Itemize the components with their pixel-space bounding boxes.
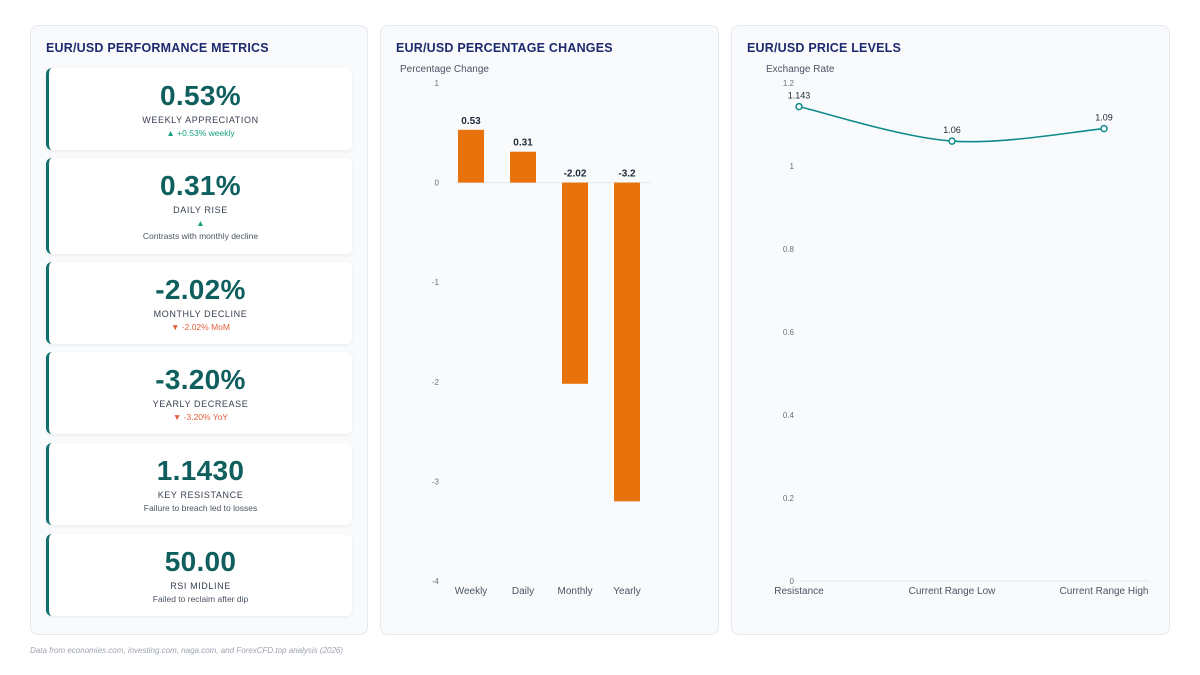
metric-card-monthly: -2.02% MONTHLY DECLINE ▼ -2.02% MoM xyxy=(46,262,352,344)
metric-trend: ▼ -2.02% MoM xyxy=(171,322,230,332)
line-category-label: Current Range Low xyxy=(909,586,996,597)
line-chart: Exchange Rate 1.2 1 0.8 0.6 0.4 0.2 0 1.143 Resi… xyxy=(766,64,1150,597)
bar-weekly xyxy=(458,129,484,183)
bar-chart-ylabel: Percentage Change xyxy=(400,64,489,75)
bar-monthly xyxy=(562,182,588,384)
bar-value-label: 0.53 xyxy=(461,116,481,127)
metric-label: RSI MIDLINE xyxy=(170,581,231,591)
bar-value-label: -2.02 xyxy=(564,169,587,180)
metric-card-daily: 0.31% DAILY RISE ▲ Contrasts with monthl… xyxy=(46,158,352,254)
metric-value: 0.31% xyxy=(160,170,241,201)
metric-card-resistance: 1.1430 KEY RESISTANCE Failure to breach … xyxy=(46,443,352,525)
line-ytick-label: 0.8 xyxy=(783,245,795,254)
metric-card-yearly: -3.20% YEARLY DECREASE ▼ -3.20% YoY xyxy=(46,352,352,434)
bar-category-label: Monthly xyxy=(557,586,592,597)
metric-note: Failure to breach led to losses xyxy=(143,503,258,513)
bar-category-label: Yearly xyxy=(613,586,640,597)
line-category-label: Resistance xyxy=(774,586,824,597)
metric-value: -2.02% xyxy=(155,274,246,305)
source-footnote: Data from economies.com, investing.com, … xyxy=(30,646,344,655)
line-ytick-label: 0.2 xyxy=(783,494,795,503)
line-category-label: Current Range High xyxy=(1060,586,1149,597)
metric-label: KEY RESISTANCE xyxy=(157,490,244,500)
bar-ytick-label: -3 xyxy=(432,477,440,486)
bar-chart-title: EUR/USD PERCENTAGE CHANGES xyxy=(396,41,613,55)
metric-note: Failed to reclaim after dip xyxy=(152,594,249,604)
metric-card-weekly: 0.53% WEEKLY APPRECIATION ▲ +0.53% weekl… xyxy=(46,68,352,150)
bar-chart: Percentage Change 1 0 -1 -2 -3 -4 0.53 Weekly 0.… xyxy=(400,64,651,597)
metrics-panel: EUR/USD PERFORMANCE METRICS 0.53% WEEKLY… xyxy=(30,25,368,635)
bar-category-label: Weekly xyxy=(455,586,488,597)
metric-label: DAILY RISE xyxy=(173,205,228,215)
line-point xyxy=(795,102,803,111)
line-ytick-label: 0.6 xyxy=(783,328,795,337)
percentage-changes-panel: EUR/USD PERCENTAGE CHANGES Percentage Ch… xyxy=(380,25,719,635)
line-chart-title: EUR/USD PRICE LEVELS xyxy=(747,41,902,55)
bar-ytick-label: 0 xyxy=(435,179,440,188)
metric-note: Contrasts with monthly decline xyxy=(142,231,259,241)
metrics-panel-title: EUR/USD PERFORMANCE METRICS xyxy=(46,41,269,55)
metric-value: 50.00 xyxy=(164,546,237,577)
bar-category-label: Daily xyxy=(512,586,534,597)
metric-card-rsi: 50.00 RSI MIDLINE Failed to reclaim afte… xyxy=(46,534,352,616)
bar-value-label: 0.31 xyxy=(513,138,533,149)
line-ytick-label: 1 xyxy=(790,162,795,171)
metric-value: -3.20% xyxy=(155,364,246,395)
metric-trend: ▲ xyxy=(196,218,205,228)
bar-daily xyxy=(510,151,536,183)
metric-label: WEEKLY APPRECIATION xyxy=(142,115,259,125)
price-levels-panel: EUR/USD PRICE LEVELS Exchange Rate 1.2 1 0… xyxy=(731,25,1170,635)
bar-ytick-label: 1 xyxy=(435,79,440,88)
line-value-label: 1.09 xyxy=(1095,113,1113,123)
bar-ytick-label: -4 xyxy=(432,577,440,586)
metric-value: 0.53% xyxy=(160,80,241,111)
line-chart-ylabel: Exchange Rate xyxy=(766,64,835,75)
metric-label: MONTHLY DECLINE xyxy=(153,309,248,319)
metric-trend: ▲ +0.53% weekly xyxy=(166,128,235,138)
metric-label: YEARLY DECREASE xyxy=(152,399,249,409)
line-ytick-label: 0 xyxy=(790,577,795,586)
line-value-label: 1.06 xyxy=(943,125,961,135)
line-point xyxy=(1100,124,1108,133)
metric-value: 1.1430 xyxy=(156,455,245,486)
line-value-label: 1.143 xyxy=(788,91,811,101)
bar-value-label: -3.2 xyxy=(618,169,636,180)
metric-trend: ▼ -3.20% YoY xyxy=(172,412,229,422)
line-ytick-label: 0.4 xyxy=(783,411,795,420)
bar-yearly xyxy=(614,182,640,502)
bar-ytick-label: -2 xyxy=(432,378,440,387)
line-point xyxy=(948,137,956,145)
line-ytick-label: 1.2 xyxy=(783,79,795,88)
bar-ytick-label: -1 xyxy=(432,278,440,287)
